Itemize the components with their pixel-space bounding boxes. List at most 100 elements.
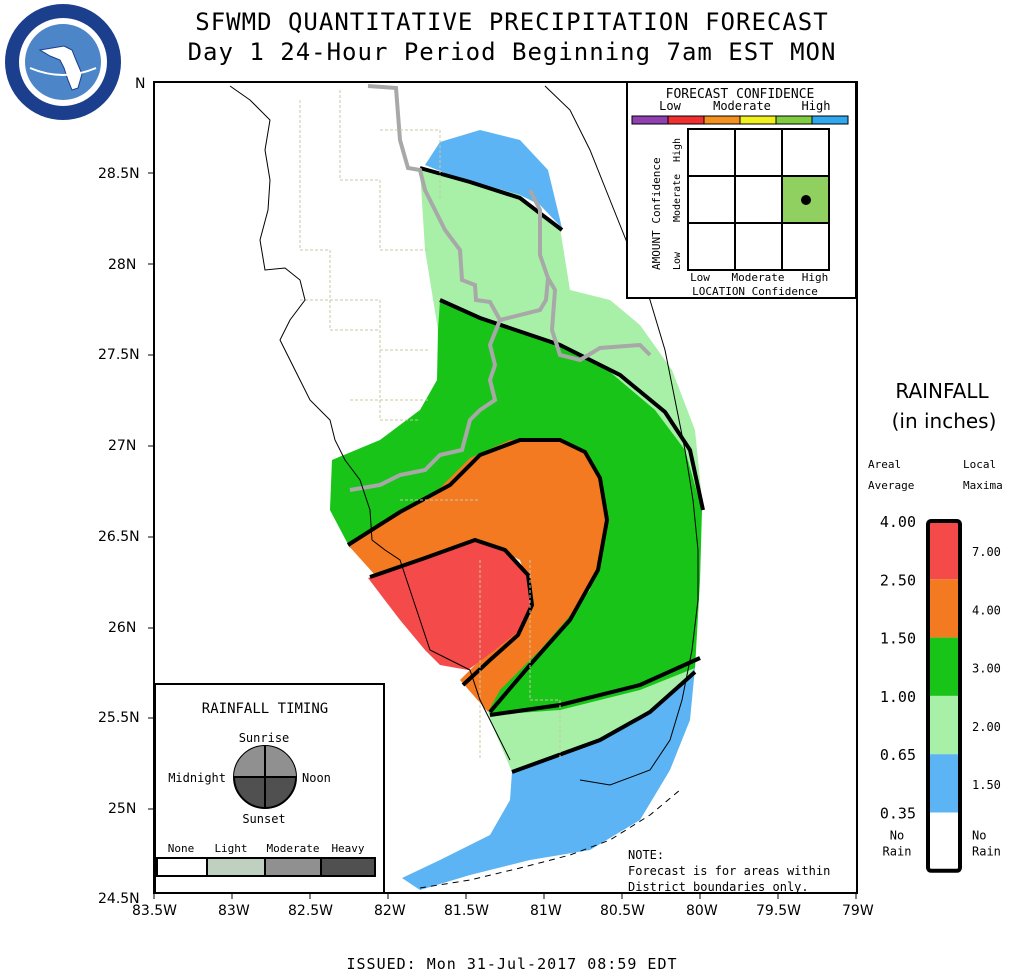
legend-threshold-label: 1.50 xyxy=(880,630,916,648)
timing-sunset: Sunset xyxy=(242,812,285,826)
legend-threshold-label: 4.00 xyxy=(880,513,916,531)
legend-title-2: (in inches) xyxy=(892,409,997,433)
confidence-scale-swatch xyxy=(667,115,705,125)
legend-color-box xyxy=(928,521,960,580)
note-line-1: NOTE: xyxy=(628,848,664,862)
legend-col1-header-1: Areal xyxy=(868,458,901,471)
legend-maxima-label: 2.00 xyxy=(972,720,1001,734)
legend-col2-header-2: Maxima xyxy=(963,479,1003,492)
timing-intensity-swatch xyxy=(320,857,376,877)
timing-intensity-swatch xyxy=(156,857,208,877)
legend-maxima-label: 1.50 xyxy=(972,778,1001,792)
location-level-low: Low xyxy=(690,271,710,284)
contour-red xyxy=(369,537,535,687)
county-lines xyxy=(299,90,561,760)
lon-label-83-5: 83.5W xyxy=(132,903,177,919)
lat-label-25-5: 25.5N xyxy=(98,710,140,726)
lon-axis: 83.5W 83W 82.5W 82W 81.5W 81W 80.5W 80W … xyxy=(132,903,874,919)
legend-title-1: RAINFALL xyxy=(895,379,989,403)
legend-col1-header-2: Average xyxy=(868,479,914,492)
timing-intensity-scale xyxy=(156,857,376,877)
contour-green-north xyxy=(439,298,705,511)
coastline-east xyxy=(544,85,699,786)
rainfall-timing-panel: RAINFALL TIMING Sunrise Sunset Midnight … xyxy=(154,683,385,894)
legend-bar-outline xyxy=(926,519,962,873)
confidence-scale-swatch xyxy=(631,115,669,125)
legend-threshold-label: 0.65 xyxy=(880,746,916,764)
zone-red xyxy=(368,540,532,670)
timing-heavy-label: Heavy xyxy=(331,842,364,855)
district-boundary xyxy=(349,84,652,492)
lon-label-81: 81W xyxy=(530,903,562,919)
confidence-scale-swatch xyxy=(703,115,741,125)
rainfall-zones xyxy=(330,130,702,890)
confidence-color-scale xyxy=(631,115,849,125)
location-level-high: High xyxy=(802,271,829,284)
conf-scale-low: Low xyxy=(659,99,681,113)
lon-label-82: 82W xyxy=(374,903,406,919)
lon-label-81-5: 81.5W xyxy=(444,903,489,919)
lat-label-27-5: 27.5N xyxy=(98,347,140,363)
conf-scale-high: High xyxy=(802,99,831,113)
contour-lines xyxy=(346,166,705,774)
zone-green xyxy=(330,300,702,715)
legend-threshold-label: 1.00 xyxy=(880,688,916,706)
timing-title: RAINFALL TIMING xyxy=(202,701,328,717)
timing-none-label: None xyxy=(168,842,195,855)
lon-label-83: 83W xyxy=(218,903,250,919)
legend-threshold-label: 2.50 xyxy=(880,571,916,589)
legend-color-box xyxy=(928,579,960,638)
note-line-3: District boundaries only. xyxy=(628,880,809,894)
confidence-scale-swatch xyxy=(811,115,849,125)
lat-label-n: N xyxy=(135,76,145,92)
contour-south-blue xyxy=(511,670,697,774)
location-confidence-label: LOCATION Confidence xyxy=(692,285,818,298)
lat-label-25: 25N xyxy=(108,801,136,817)
zone-blue-north xyxy=(425,130,562,228)
forecast-confidence-panel: FORECAST CONFIDENCE Low Moderate High AM… xyxy=(626,81,857,299)
contour-orange-outer xyxy=(346,438,610,714)
title-line-2: Day 1 24-Hour Period Beginning 7am EST M… xyxy=(187,38,837,66)
timing-intensity-swatch xyxy=(206,857,266,877)
lat-label-24-5: 24.5N xyxy=(98,891,140,907)
timing-moderate-label: Moderate xyxy=(267,842,320,855)
issued-timestamp: ISSUED: Mon 31-Jul-2017 08:59 EDT xyxy=(346,955,678,973)
lon-label-79-5: 79.5W xyxy=(756,903,801,919)
timing-clock-icon xyxy=(233,745,297,809)
contour-south-green xyxy=(489,656,701,717)
lat-label-28: 28N xyxy=(108,257,136,273)
timing-sunrise: Sunrise xyxy=(239,731,290,745)
legend-thresholds: 4.00 2.50 1.50 1.00 0.65 0.35 xyxy=(880,513,916,823)
lon-label-80-5: 80.5W xyxy=(600,903,645,919)
timing-midnight: Midnight xyxy=(168,771,226,785)
legend-color-box xyxy=(928,695,960,755)
timing-intensity-swatch xyxy=(264,857,322,877)
legend-color-box xyxy=(928,812,960,871)
note: NOTE: Forecast is for areas within Distr… xyxy=(628,848,830,894)
lon-label-80: 80W xyxy=(686,903,718,919)
confidence-marker xyxy=(801,195,811,205)
lat-label-28-5: 28.5N xyxy=(98,166,140,182)
legend-maxima-label: 7.00 xyxy=(972,545,1001,559)
confidence-selected-cell xyxy=(781,175,830,224)
conf-scale-moderate: Moderate xyxy=(713,99,771,113)
confidence-title: FORECAST CONFIDENCE xyxy=(666,87,815,102)
legend-color-bar xyxy=(926,519,962,873)
lon-label-79: 79W xyxy=(842,903,874,919)
confidence-scale-swatch xyxy=(739,115,777,125)
zone-blue-south xyxy=(402,668,695,890)
lat-label-26: 26N xyxy=(108,620,136,636)
note-line-2: Forecast is for areas within xyxy=(628,864,830,878)
amount-level-moderate: Moderate xyxy=(672,174,683,222)
legend-threshold-label: 0.35 xyxy=(880,805,916,823)
coastline-west xyxy=(229,85,511,761)
legend-color-box xyxy=(928,754,960,813)
legend-col2-header-1: Local xyxy=(963,458,996,471)
keys xyxy=(419,789,681,889)
legend-maxima: 7.00 4.00 3.00 2.00 1.50 No Rain No Rain xyxy=(883,545,1001,859)
confidence-grid xyxy=(687,128,830,271)
legend-maxima-label: No Rain xyxy=(972,829,1001,859)
confidence-scale-swatch xyxy=(775,115,813,125)
sfwmd-logo xyxy=(5,4,121,120)
title-line-1: SFWMD QUANTITATIVE PRECIPITATION FORECAS… xyxy=(195,8,829,36)
